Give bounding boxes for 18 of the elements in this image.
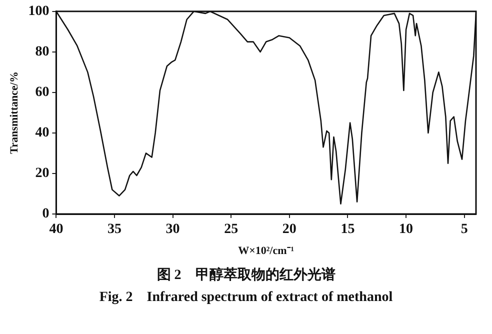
- y-tick-label: 20: [35, 166, 50, 182]
- x-tick-label: 30: [166, 222, 180, 238]
- x-tick-label: 5: [460, 222, 468, 238]
- x-tick-label: 40: [49, 222, 64, 238]
- x-tick-label: 10: [399, 222, 414, 238]
- x-tick-label: 15: [340, 222, 355, 238]
- x-tick-label: 25: [224, 222, 238, 238]
- y-axis-title: Transmittance/%: [8, 72, 20, 154]
- y-tick-label: 100: [28, 4, 50, 20]
- y-tick-label: 60: [35, 85, 50, 100]
- text: Fig. 2 Infrared spectrum of extract of methanol: [98, 289, 394, 306]
- y-tick-label: 80: [35, 44, 50, 60]
- x-tick-label: 20: [282, 222, 296, 238]
- x-axis-title: W×10²/cm⁻¹: [238, 245, 294, 258]
- y-tick-label: 40: [35, 126, 50, 141]
- text: 图 2 甲醇萃取物的红外光谱: [156, 266, 336, 284]
- y-tick-label: 0: [42, 206, 50, 222]
- x-tick-label: 35: [108, 222, 122, 238]
